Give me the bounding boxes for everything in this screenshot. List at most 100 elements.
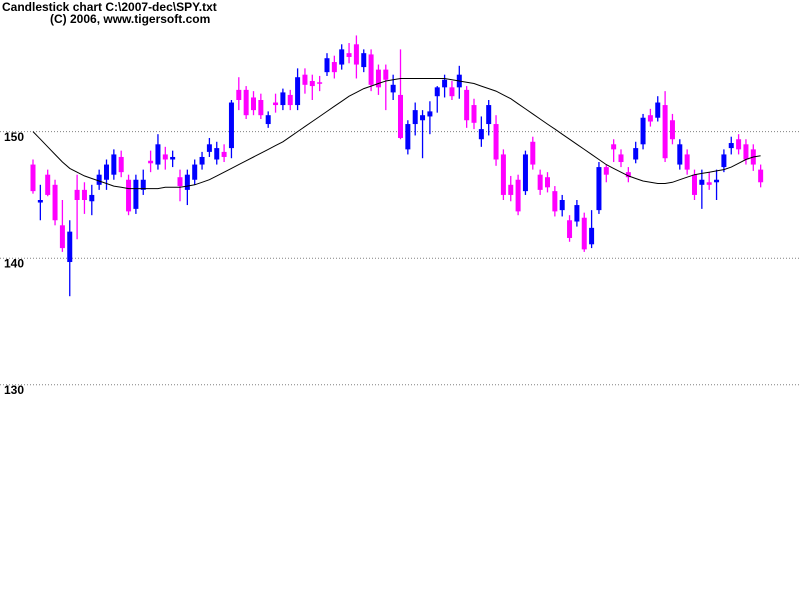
candle-body (692, 174, 697, 195)
candle-body (405, 124, 411, 150)
candle-body (214, 148, 220, 160)
y-tick-label: 140 (4, 256, 24, 270)
candle-body (265, 115, 271, 125)
candle-body (574, 205, 580, 222)
candle-body (52, 184, 58, 221)
chart-title: Candlestick chart C:\2007-dec\SPY.txt (2, 0, 217, 14)
candle-body (647, 115, 653, 122)
candle-body (287, 94, 293, 106)
candle-body (206, 144, 212, 152)
candle-body (758, 169, 764, 183)
candle-body (677, 144, 683, 165)
candle-body (59, 225, 65, 249)
candle-body (383, 69, 389, 80)
candle-body (155, 144, 161, 165)
candle-body (148, 160, 154, 164)
candle-body (611, 144, 617, 150)
candle-body (273, 102, 279, 106)
candle-body (309, 81, 315, 87)
candle-body (192, 164, 198, 180)
candle-body (449, 87, 455, 97)
moving-average-line (32, 78, 761, 190)
candle-body (324, 58, 330, 73)
candle-body (111, 154, 117, 175)
candle-body (67, 231, 73, 263)
candle-body (596, 167, 602, 211)
y-tick-label: 130 (4, 383, 24, 397)
candle-body (743, 144, 749, 160)
y-tick-label: 150 (4, 130, 24, 144)
candle-body (236, 89, 242, 100)
candle-body (567, 220, 573, 238)
candle-body (126, 179, 132, 212)
candle-body (486, 105, 492, 125)
candle-body (221, 151, 227, 157)
candle-body (493, 124, 499, 160)
candle-body (170, 156, 176, 160)
candle-body (464, 89, 470, 121)
candle-body (427, 111, 433, 117)
candle-body (581, 217, 587, 250)
candle-body (669, 120, 675, 140)
candle-body (346, 53, 352, 57)
candle-body (706, 182, 712, 185)
candle-body (537, 174, 543, 190)
candle-body (736, 139, 742, 150)
candle-body (74, 189, 80, 200)
candle-body (243, 89, 249, 116)
candle-body (251, 97, 256, 111)
candle-body (500, 154, 506, 195)
candle-body (339, 49, 345, 65)
candle-body (603, 167, 609, 175)
candle-body (530, 141, 536, 165)
candle-body (412, 110, 418, 125)
candle-body (104, 164, 109, 180)
candle-body (353, 44, 359, 65)
candle-body (317, 82, 323, 84)
candle-body (522, 154, 528, 192)
candle-body (368, 54, 374, 85)
candle-body (398, 94, 403, 138)
candle-body (699, 179, 705, 185)
candle-body (118, 156, 124, 173)
candle-body (655, 102, 661, 118)
candle-body (434, 87, 440, 97)
candle-body (280, 92, 286, 106)
candle-body (728, 143, 734, 149)
candle-body (633, 148, 639, 160)
candle-body (420, 115, 426, 121)
candle-body (361, 53, 367, 68)
candle-body (618, 154, 624, 163)
candle-body (89, 194, 95, 202)
candle-body (45, 174, 51, 195)
candle-body (662, 105, 668, 159)
candle-body (640, 117, 646, 145)
candle-body (30, 164, 36, 192)
candle-body (96, 174, 102, 185)
candle-body (162, 154, 168, 160)
candle-body (184, 174, 190, 190)
candle-body (199, 156, 205, 165)
candle-body (714, 179, 720, 183)
candle-body (442, 79, 448, 88)
candle-body (515, 179, 521, 212)
candle-body (177, 177, 183, 187)
candle-body (478, 129, 484, 140)
candle-body (589, 227, 595, 245)
candle-body (559, 200, 565, 211)
candle-body (331, 62, 337, 73)
candle-body (684, 154, 690, 170)
candle-body (258, 100, 264, 116)
candle-body (81, 189, 87, 200)
candle-body (721, 154, 727, 168)
candle-body (133, 179, 139, 209)
candle-body (390, 84, 396, 93)
candle-body (295, 77, 301, 106)
candle-body (471, 105, 477, 123)
candle-body (302, 74, 308, 85)
candle-body (545, 177, 550, 188)
candle-body (552, 191, 558, 212)
candle-body (140, 179, 146, 190)
candle-body (228, 102, 234, 149)
